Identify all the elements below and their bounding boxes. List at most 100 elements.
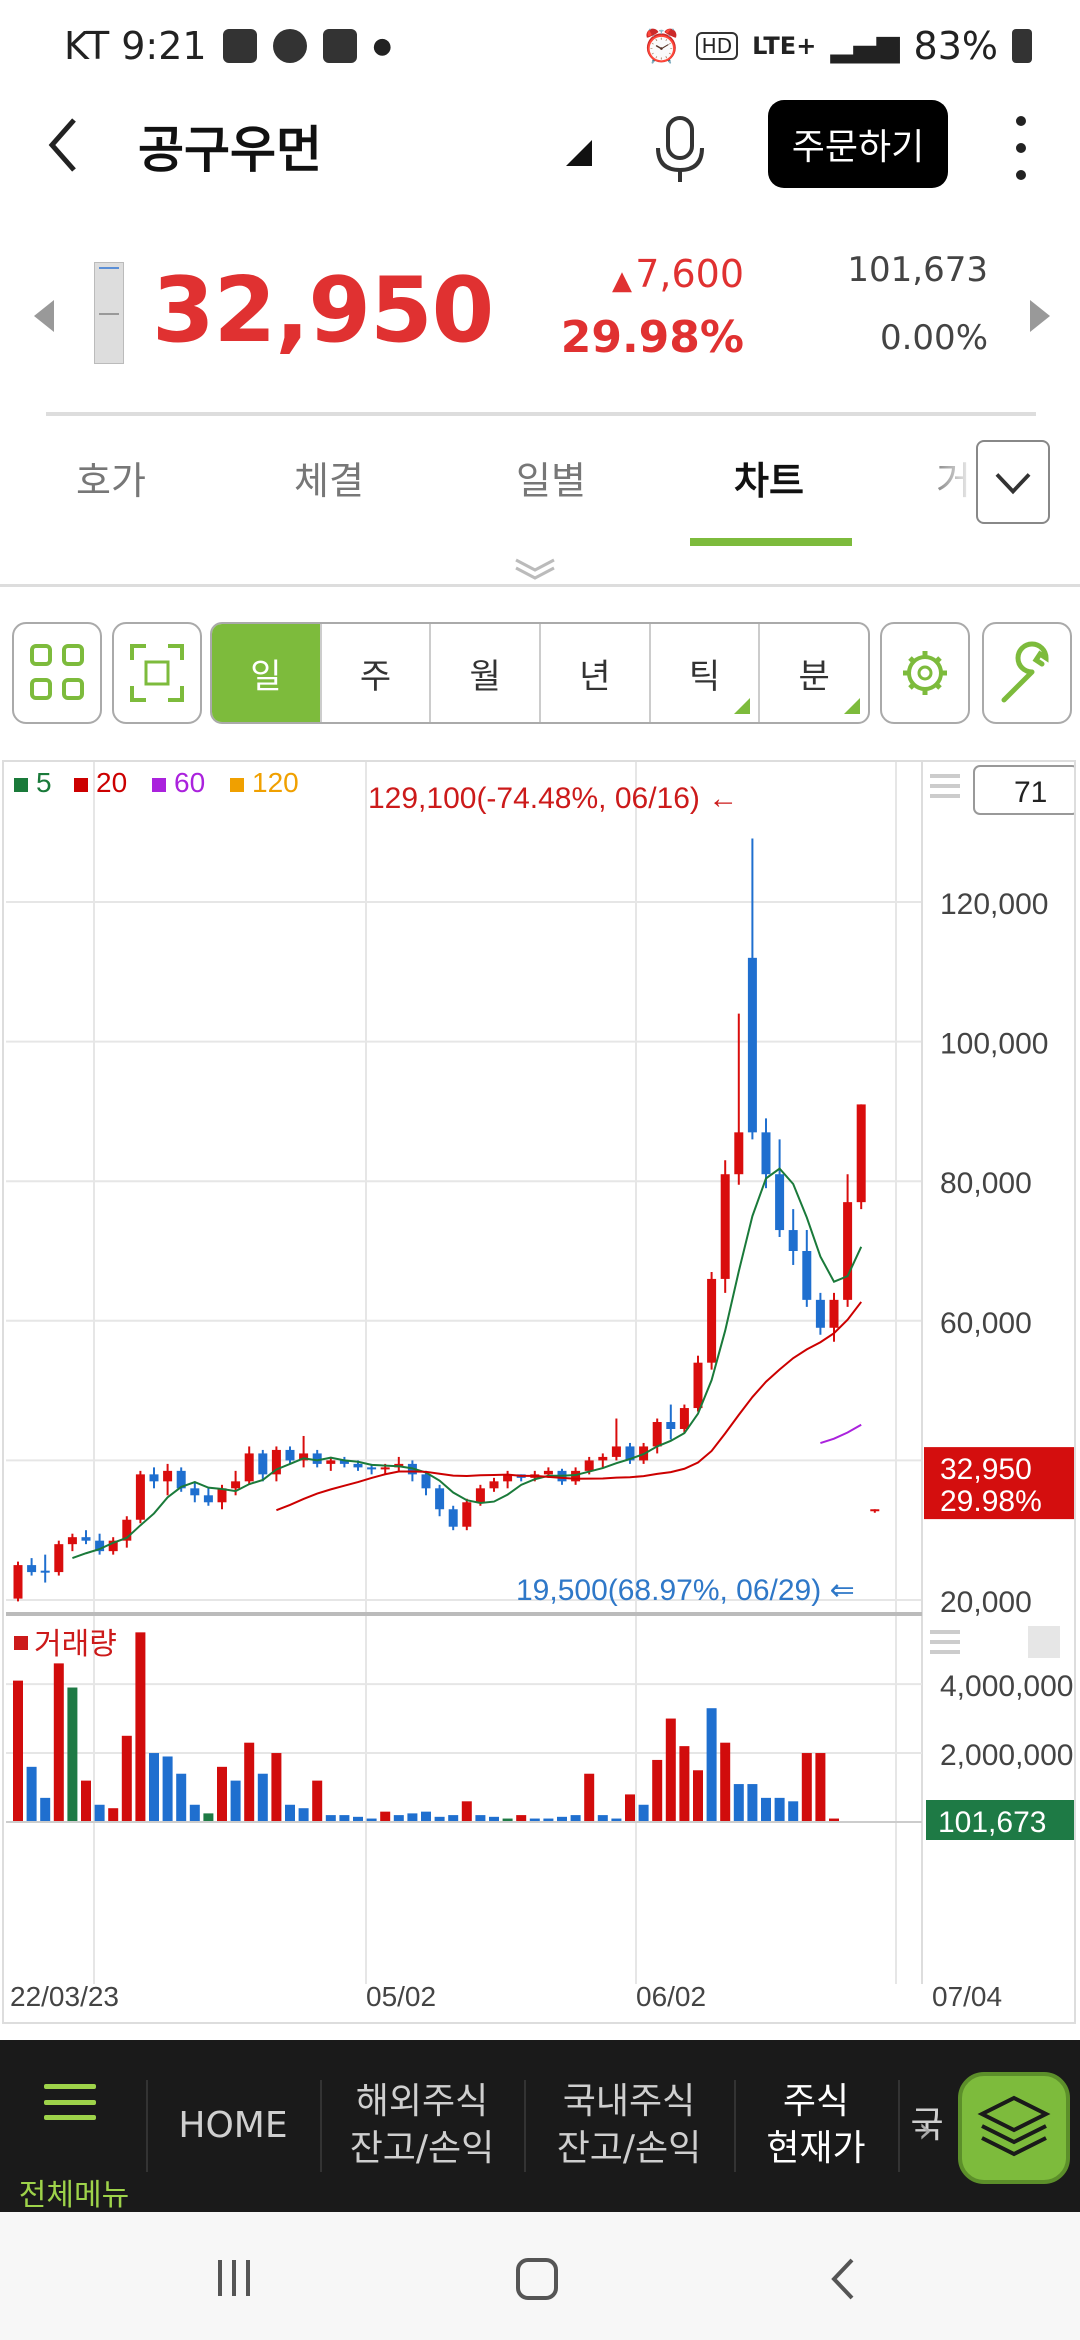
chart-settings-button[interactable] (880, 622, 970, 724)
candle-body (856, 1104, 866, 1203)
candle-body (40, 1570, 50, 1573)
period-tick[interactable]: 틱 (651, 624, 761, 722)
tab-hoga[interactable]: 호가 (76, 459, 146, 503)
candle-body (720, 1174, 730, 1279)
alarm-icon: ⏰ (641, 27, 682, 65)
tab-chart[interactable]: 차트 (734, 459, 804, 503)
volume-bar (353, 1816, 363, 1822)
stock-title[interactable]: 공구우먼 (138, 121, 322, 179)
volume-bar (40, 1797, 51, 1822)
candle-body (666, 1422, 676, 1429)
volume-bar (570, 1815, 581, 1822)
candle-body (27, 1565, 37, 1573)
nav-divider (320, 2080, 322, 2172)
candle-body (843, 1202, 853, 1300)
close-volume-icon (1028, 1626, 1060, 1658)
volume-bar (502, 1818, 513, 1822)
candle-body (679, 1408, 689, 1429)
submenu-corner-icon (844, 698, 861, 714)
tab-daily[interactable]: 일별 (516, 459, 586, 503)
period-selector: 일 주 월 년 틱 분 (210, 622, 870, 724)
legend-swatch (14, 778, 28, 792)
divider (46, 412, 1036, 416)
gear-icon (903, 651, 947, 695)
all-menu-label[interactable]: 전체메뉴 (18, 2178, 130, 2213)
nav-overseas-balance[interactable]: 해외주식 잔고/손익 (349, 2081, 495, 2169)
nav-item-partial[interactable]: 국 (910, 2104, 944, 2146)
hamburger-menu-icon[interactable] (44, 2084, 96, 2120)
candle-body (707, 1278, 717, 1363)
nav-domestic-balance[interactable]: 국내주식 잔고/손익 (556, 2081, 702, 2169)
candle-body (761, 1132, 771, 1175)
collapse-handle-icon[interactable] (510, 556, 560, 582)
period-day[interactable]: 일 (212, 624, 322, 722)
candle-body (353, 1463, 363, 1468)
candle-body (81, 1537, 91, 1541)
nav-scroll-right-icon[interactable]: › (918, 2110, 933, 2151)
next-stock-arrow-icon[interactable] (1030, 300, 1050, 332)
candlestick-chart[interactable]: 120,000100,00080,00060,00040,00020,00052… (4, 762, 1079, 2022)
hd-icon: HD (695, 32, 739, 60)
volume-bar (448, 1815, 459, 1822)
nav-divider (734, 2080, 736, 2172)
legend-swatch (230, 778, 244, 792)
candle-body (435, 1488, 445, 1510)
fullscreen-button[interactable] (112, 622, 202, 724)
candle-body (380, 1467, 390, 1470)
system-navigation-bar (0, 2212, 1080, 2340)
volume-bar (312, 1780, 323, 1822)
layers-button[interactable] (958, 2072, 1070, 2184)
volume-bar (516, 1815, 527, 1822)
nav-divider (898, 2080, 900, 2172)
x-axis-label: 06/02 (636, 1981, 706, 2012)
volume-bar (665, 1718, 676, 1822)
price-tick-label: 20,000 (940, 1586, 1032, 1619)
chart-panel[interactable]: 120,000100,00080,00060,00040,00020,00052… (2, 760, 1079, 2024)
microphone-icon[interactable] (650, 112, 710, 186)
candle-body (54, 1544, 64, 1573)
candle-body (693, 1362, 703, 1409)
tab-trades[interactable]: 체결 (294, 459, 364, 503)
home-icon[interactable] (514, 2256, 560, 2302)
app-header: 공구우먼 주문하기 (0, 90, 1080, 200)
prev-stock-arrow-icon[interactable] (34, 300, 54, 332)
ma60-line (820, 1423, 862, 1445)
stock-dropdown-icon[interactable] (566, 140, 592, 166)
legend-label: 60 (174, 767, 205, 798)
back-arrow-icon[interactable] (40, 110, 100, 180)
candle-body (775, 1174, 785, 1231)
layout-grid-button[interactable] (12, 622, 102, 724)
order-button[interactable]: 주문하기 (768, 100, 948, 188)
more-menu-icon[interactable] (1004, 116, 1038, 180)
status-bar: KT 9:21 ● ⏰ HD LTE+ ▂▄▆ 83% (0, 0, 1080, 90)
period-minute[interactable]: 분 (760, 624, 868, 722)
back-icon[interactable] (824, 2256, 864, 2302)
volume-bar (108, 1808, 119, 1822)
volume-bar (257, 1773, 268, 1822)
candle-body (95, 1540, 105, 1552)
volume-bar (706, 1708, 717, 1822)
volume-bar (801, 1753, 812, 1822)
candle-body (571, 1470, 581, 1482)
volume-bar (461, 1801, 472, 1822)
legend-label: 20 (96, 767, 127, 798)
recent-apps-icon[interactable] (212, 2256, 256, 2300)
volume-bar (543, 1818, 554, 1822)
chart-tools-button[interactable] (982, 622, 1072, 724)
nav-current-price[interactable]: 주식 현재가 (766, 2081, 866, 2169)
current-price: 32,950 (152, 258, 494, 363)
x-axis-label: 07/04 (932, 1981, 1002, 2012)
volume-bar (611, 1818, 622, 1822)
trade-volume: 101,673 (847, 250, 988, 290)
volume-bar (815, 1753, 826, 1822)
tabs-expand-chevron-icon[interactable] (976, 440, 1050, 524)
volume-bar (421, 1811, 431, 1822)
period-year[interactable]: 년 (541, 624, 651, 722)
volume-bar (298, 1808, 309, 1822)
period-month[interactable]: 월 (431, 624, 542, 722)
candle-body (489, 1481, 499, 1489)
grid-icon (30, 644, 84, 700)
nav-home[interactable]: HOME (178, 2104, 288, 2146)
high-annotation: 129,100(-74.48%, 06/16) ← (368, 782, 738, 815)
period-week[interactable]: 주 (322, 624, 432, 722)
